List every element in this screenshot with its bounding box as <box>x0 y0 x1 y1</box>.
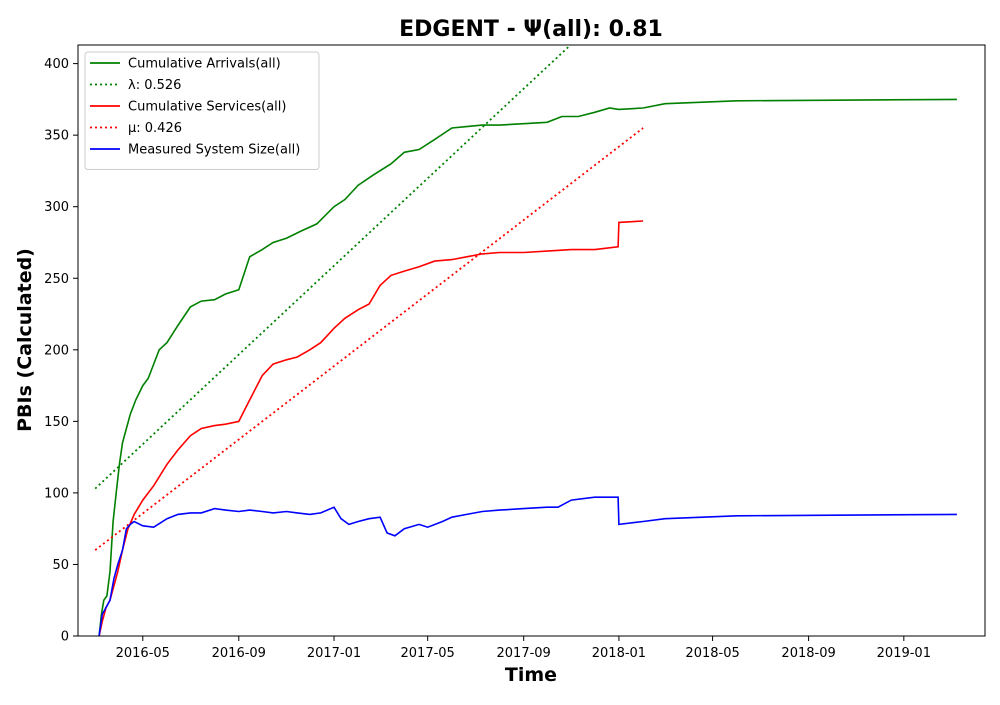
x-axis-label: Time <box>505 664 557 686</box>
x-tick-label: 2018-05 <box>685 646 739 661</box>
legend-entry-label: Cumulative Services(all) <box>128 100 286 115</box>
x-tick-label: 2017-05 <box>401 646 455 661</box>
y-tick-label: 400 <box>44 57 69 72</box>
y-tick-label: 300 <box>44 200 69 215</box>
y-tick-label: 50 <box>52 558 69 573</box>
x-tick-label: 2019-01 <box>877 646 931 661</box>
series-line-4 <box>98 496 957 636</box>
y-axis-label: PBIs (Calculated) <box>14 248 36 432</box>
x-tick-label: 2016-09 <box>212 646 266 661</box>
axes-frame <box>77 44 986 637</box>
y-tick-label: 200 <box>44 343 69 358</box>
plot-area: 2016-05 2016-09 2017-01 2017-05 2017-09 2018-… <box>44 44 986 661</box>
y-tick-label: 350 <box>44 129 69 144</box>
x-tick-label: 2018-09 <box>781 646 835 661</box>
series-line-1 <box>94 45 572 490</box>
y-tick-label: 150 <box>44 415 69 430</box>
x-tick-label: 2016-05 <box>116 646 170 661</box>
y-tick-label: 100 <box>44 486 69 501</box>
chart-title: EDGENT - Ψ(all): 0.81 <box>399 17 663 42</box>
series-line-0 <box>98 98 957 636</box>
x-tick-label: 2018-01 <box>592 646 646 661</box>
x-tick-label: 2017-01 <box>307 646 361 661</box>
legend: Cumulative Arrivals(all) λ: 0.526 Cumulati… <box>84 51 320 170</box>
legend-entry-label: μ: 0.426 <box>128 121 182 136</box>
legend-box <box>84 51 320 170</box>
legend-entry-label: Cumulative Arrivals(all) <box>128 57 281 72</box>
x-tick-label: 2017-09 <box>497 646 551 661</box>
y-tick-label: 0 <box>61 630 69 645</box>
series-line-3 <box>94 127 644 551</box>
legend-entry-label: λ: 0.526 <box>128 78 181 93</box>
legend-entry-label: Measured System Size(all) <box>128 143 300 158</box>
y-tick-label: 250 <box>44 272 69 287</box>
